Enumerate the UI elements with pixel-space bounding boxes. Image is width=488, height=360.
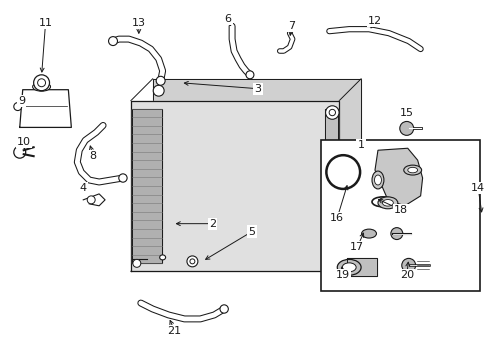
Text: 9: 9 [18, 96, 25, 105]
Circle shape [34, 75, 49, 91]
Ellipse shape [377, 197, 397, 209]
Polygon shape [132, 109, 162, 264]
Polygon shape [131, 100, 339, 271]
Polygon shape [346, 258, 376, 276]
Text: 8: 8 [89, 151, 97, 161]
Circle shape [325, 249, 338, 263]
Circle shape [390, 228, 402, 239]
Circle shape [189, 259, 195, 264]
Circle shape [245, 71, 253, 79]
Polygon shape [20, 90, 71, 127]
Text: 16: 16 [329, 213, 344, 223]
Text: 5: 5 [248, 226, 255, 237]
Circle shape [133, 260, 141, 267]
Ellipse shape [361, 229, 376, 238]
Text: 18: 18 [393, 205, 407, 215]
Text: 21: 21 [167, 326, 181, 336]
Circle shape [186, 256, 198, 267]
Circle shape [153, 85, 164, 96]
Circle shape [156, 76, 165, 85]
Circle shape [108, 37, 117, 46]
Text: 15: 15 [399, 108, 413, 117]
Circle shape [87, 196, 95, 204]
Circle shape [14, 103, 21, 111]
Circle shape [328, 253, 335, 260]
Ellipse shape [33, 82, 50, 91]
Bar [321, 140, 479, 291]
Text: 6: 6 [224, 14, 231, 24]
Circle shape [401, 258, 415, 272]
Ellipse shape [403, 165, 421, 175]
Circle shape [325, 106, 338, 119]
Ellipse shape [342, 263, 355, 272]
Text: 19: 19 [335, 270, 349, 280]
Polygon shape [152, 79, 360, 249]
Text: 7: 7 [287, 21, 295, 31]
Circle shape [399, 121, 413, 135]
Text: 10: 10 [17, 137, 31, 147]
Text: 3: 3 [254, 84, 261, 94]
Text: 14: 14 [470, 183, 484, 193]
Text: 20: 20 [399, 270, 413, 280]
Circle shape [328, 109, 335, 116]
Circle shape [38, 79, 45, 87]
Ellipse shape [371, 197, 393, 207]
Text: 4: 4 [80, 183, 87, 193]
Ellipse shape [160, 255, 165, 260]
Circle shape [220, 305, 228, 313]
Ellipse shape [371, 171, 383, 189]
Text: 11: 11 [39, 18, 52, 28]
Ellipse shape [407, 167, 417, 173]
Text: 17: 17 [349, 243, 364, 252]
Text: 12: 12 [367, 16, 381, 26]
Ellipse shape [382, 199, 392, 206]
Circle shape [14, 146, 26, 158]
Circle shape [325, 155, 359, 189]
Text: 2: 2 [208, 219, 215, 229]
Ellipse shape [337, 260, 360, 275]
Circle shape [119, 174, 127, 182]
Text: 13: 13 [132, 18, 145, 28]
Polygon shape [325, 109, 338, 264]
Polygon shape [374, 148, 422, 206]
Text: 1: 1 [357, 140, 364, 150]
Ellipse shape [374, 175, 381, 185]
